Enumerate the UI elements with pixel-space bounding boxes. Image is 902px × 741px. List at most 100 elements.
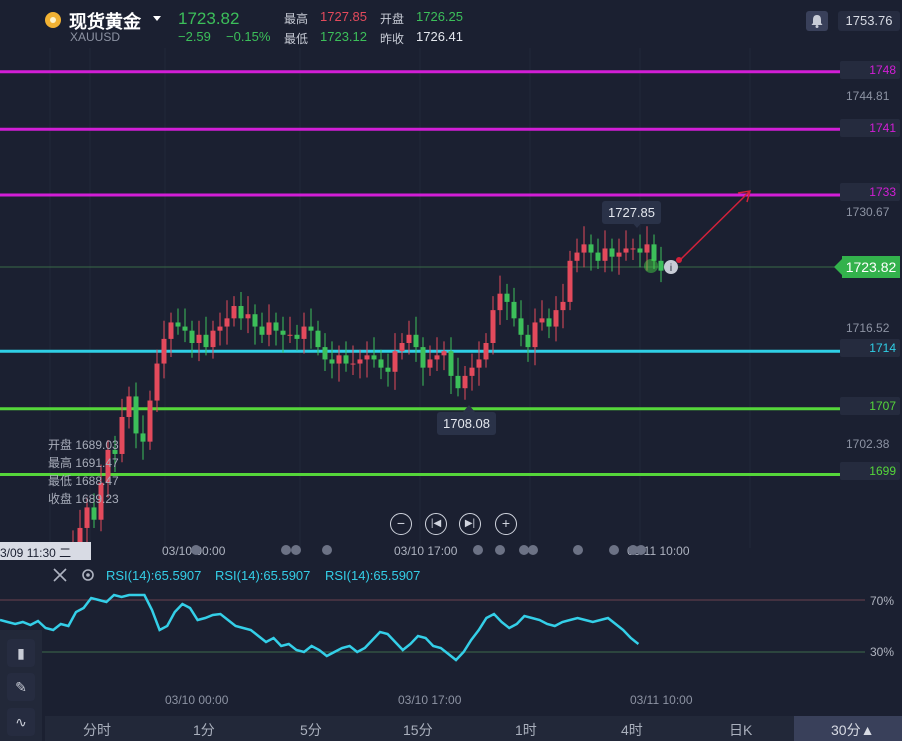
tab-timeshare[interactable]: 分时 xyxy=(83,722,111,738)
chevron-down-icon[interactable] xyxy=(153,16,161,21)
candle[interactable] xyxy=(539,318,545,323)
candle[interactable] xyxy=(511,301,517,319)
candle[interactable] xyxy=(385,367,391,372)
candle[interactable] xyxy=(616,252,622,257)
candle[interactable] xyxy=(266,322,272,335)
hline-tag-1733[interactable]: 1733 xyxy=(840,183,900,201)
trend-arrow[interactable] xyxy=(677,190,751,263)
candle[interactable] xyxy=(476,359,482,368)
candle[interactable] xyxy=(364,355,370,360)
zoom-in-button[interactable]: + xyxy=(495,513,517,535)
candle[interactable] xyxy=(413,334,419,348)
candle[interactable] xyxy=(448,351,454,376)
tab-1hour[interactable]: 1时 xyxy=(515,722,537,738)
instrument-title[interactable]: 现货黄金 xyxy=(69,12,141,32)
candle[interactable] xyxy=(462,375,468,389)
skip-forward-button[interactable]: ▶| xyxy=(459,513,481,535)
candle[interactable] xyxy=(322,347,328,360)
candle[interactable] xyxy=(525,334,531,348)
candle[interactable] xyxy=(567,260,573,302)
candle[interactable] xyxy=(420,347,426,368)
candle[interactable] xyxy=(252,314,258,327)
candle[interactable] xyxy=(273,322,279,331)
hline-tag-1748[interactable]: 1748 xyxy=(840,61,900,79)
candle[interactable] xyxy=(217,326,223,331)
candle[interactable] xyxy=(105,449,111,483)
candle[interactable] xyxy=(455,375,461,389)
candle[interactable] xyxy=(406,334,412,344)
candle[interactable] xyxy=(84,507,90,528)
trend-anchor[interactable] xyxy=(676,257,682,263)
candle[interactable] xyxy=(630,248,636,250)
candle[interactable] xyxy=(392,351,398,372)
candle[interactable] xyxy=(546,318,552,327)
candle[interactable] xyxy=(168,322,174,339)
candle[interactable] xyxy=(287,334,293,336)
candle[interactable] xyxy=(112,449,118,454)
candle[interactable] xyxy=(357,359,363,364)
candle[interactable] xyxy=(119,416,125,454)
candle[interactable] xyxy=(560,301,566,311)
candle[interactable] xyxy=(98,482,104,520)
candle[interactable] xyxy=(637,248,643,253)
candle[interactable] xyxy=(623,248,629,253)
hline-tag-1699[interactable]: 1699 xyxy=(840,462,900,480)
candle[interactable] xyxy=(91,507,97,520)
hline-tag-1741[interactable]: 1741 xyxy=(840,119,900,137)
candle[interactable] xyxy=(490,310,496,344)
candle[interactable] xyxy=(434,355,440,360)
candle[interactable] xyxy=(658,260,664,271)
candle[interactable] xyxy=(343,355,349,364)
rsi-chart[interactable] xyxy=(0,585,870,685)
candle[interactable] xyxy=(399,343,405,352)
candle[interactable] xyxy=(245,314,251,319)
bell-icon[interactable] xyxy=(806,11,828,31)
candle[interactable] xyxy=(574,252,580,261)
candle[interactable] xyxy=(238,306,244,319)
candle[interactable] xyxy=(644,244,650,253)
candle[interactable] xyxy=(581,244,587,253)
candle[interactable] xyxy=(77,527,83,545)
tab-15min[interactable]: 15分 xyxy=(403,722,433,738)
indicator-icon[interactable]: ∿ xyxy=(7,708,35,736)
candle[interactable] xyxy=(378,359,384,368)
skip-back-button[interactable]: |◀ xyxy=(425,513,447,535)
candle[interactable] xyxy=(133,396,139,434)
candle[interactable] xyxy=(140,433,146,442)
candle[interactable] xyxy=(196,334,202,344)
candle[interactable] xyxy=(595,252,601,261)
candle[interactable] xyxy=(301,326,307,339)
candle[interactable] xyxy=(308,326,314,331)
candle[interactable] xyxy=(294,334,300,339)
tab-daily[interactable]: 日K xyxy=(729,722,753,738)
candle[interactable] xyxy=(231,306,237,319)
tab-30min[interactable]: 30分▲ xyxy=(831,722,875,738)
price-chart[interactable]: i xyxy=(0,48,902,548)
candle[interactable] xyxy=(315,330,321,348)
candle[interactable] xyxy=(175,322,181,327)
candle[interactable] xyxy=(504,293,510,302)
hline-tag-1707[interactable]: 1707 xyxy=(840,397,900,415)
candle[interactable] xyxy=(609,248,615,257)
candle[interactable] xyxy=(182,326,188,331)
hline-tag-1714[interactable]: 1714 xyxy=(840,339,900,357)
candle[interactable] xyxy=(147,400,153,442)
candle[interactable] xyxy=(483,343,489,360)
tab-1min[interactable]: 1分 xyxy=(193,722,215,738)
candle[interactable] xyxy=(602,248,608,261)
candle[interactable] xyxy=(154,363,160,401)
candle[interactable] xyxy=(371,355,377,360)
tab-4hour[interactable]: 4时 xyxy=(621,722,643,738)
candle[interactable] xyxy=(126,396,132,417)
candle[interactable] xyxy=(203,334,209,348)
info-icon[interactable] xyxy=(664,260,678,274)
candle[interactable] xyxy=(532,322,538,348)
candle[interactable] xyxy=(350,363,356,365)
candle[interactable] xyxy=(427,359,433,368)
candle[interactable] xyxy=(161,338,167,364)
candle[interactable] xyxy=(280,330,286,335)
close-icon[interactable] xyxy=(50,565,70,585)
candle[interactable] xyxy=(518,318,524,335)
candle[interactable] xyxy=(469,367,475,376)
candle[interactable] xyxy=(210,330,216,348)
